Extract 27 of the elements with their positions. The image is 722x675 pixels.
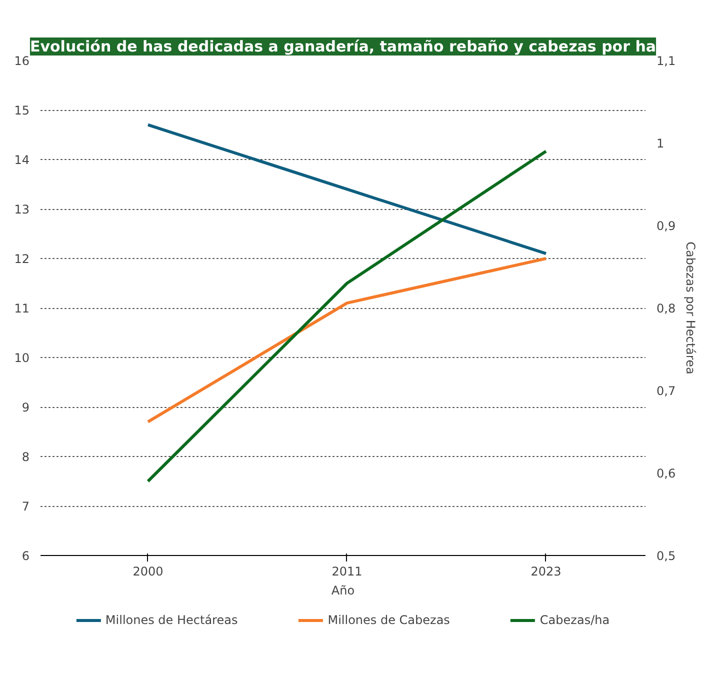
y-tick-label: 15 xyxy=(14,104,30,118)
chart-title: Evolución de has dedicadas a ganadería, tamaño rebaño y cabezas por ha xyxy=(30,38,656,56)
y-tick-label: 16 xyxy=(14,54,30,68)
y2-tick-label: 0,9 xyxy=(656,219,676,233)
y2-tick-label: 1 xyxy=(656,136,664,150)
y-tick-label: 13 xyxy=(14,202,30,216)
legend-label: Millones de Cabezas xyxy=(328,613,450,627)
y-tick-label: 7 xyxy=(22,500,30,514)
y2-axis-title: Cabezas por Hectárea xyxy=(684,242,698,374)
y-tick-label: 6 xyxy=(22,549,30,563)
y2-tick-label: 0,5 xyxy=(656,549,676,563)
y-tick-label: 12 xyxy=(14,252,30,266)
y-tick-label: 9 xyxy=(22,400,30,414)
y-tick-label: 8 xyxy=(22,450,30,464)
x-tick-label: 2023 xyxy=(530,564,562,578)
y-tick-label: 14 xyxy=(14,153,30,167)
y2-tick-label: 0,6 xyxy=(656,466,676,480)
x-axis-title: Año xyxy=(331,584,355,598)
y-tick-label: 10 xyxy=(14,351,30,365)
y-tick-label: 11 xyxy=(14,302,30,316)
y2-tick-label: 1,1 xyxy=(656,54,676,68)
y2-tick-label: 0,7 xyxy=(656,384,676,398)
x-tick-label: 2000 xyxy=(132,564,164,578)
legend-label: Cabezas/ha xyxy=(540,613,610,627)
x-tick-label: 2011 xyxy=(332,564,362,578)
legend-label: Millones de Hectáreas xyxy=(105,613,238,627)
y2-tick-label: 0,8 xyxy=(656,302,676,316)
